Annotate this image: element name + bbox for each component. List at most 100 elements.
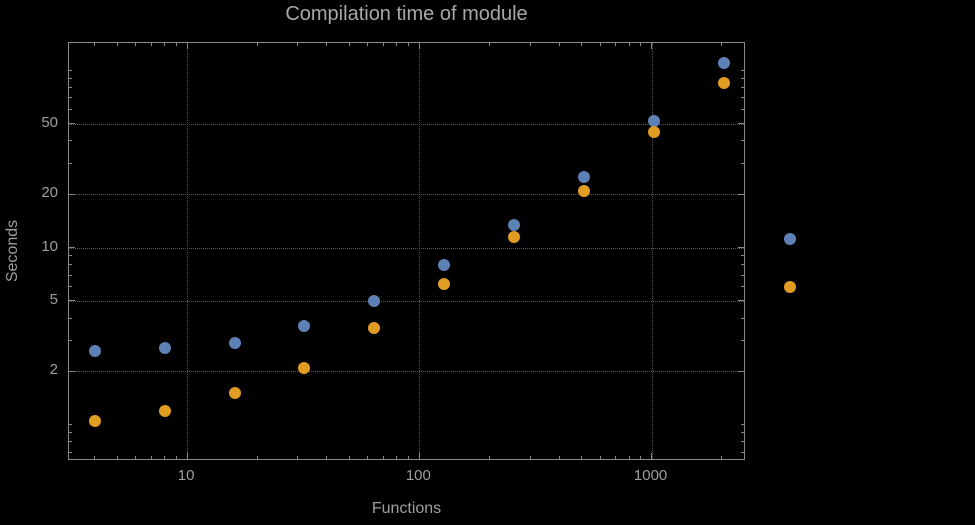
x-tick-mark	[175, 43, 177, 46]
y-gridline	[69, 247, 744, 249]
y-tick-label: 10	[41, 237, 58, 255]
x-tick-mark	[367, 43, 369, 46]
y-tick-mark	[738, 123, 744, 125]
y-tick-mark	[738, 370, 744, 372]
x-tick-mark	[382, 456, 384, 459]
y-tick-mark	[69, 78, 72, 80]
y-tick-mark	[741, 97, 744, 99]
x-tick-mark	[581, 456, 583, 459]
y-tick-label: 2	[49, 361, 58, 379]
x-tick-mark	[529, 456, 531, 459]
x-tick-mark	[164, 43, 166, 46]
y-tick-mark	[69, 432, 72, 434]
y-tick-mark	[741, 441, 744, 443]
y-tick-label: 5	[49, 290, 58, 308]
data-point-series-2	[158, 404, 171, 417]
x-tick-mark	[651, 453, 653, 459]
y-gridline	[69, 194, 744, 196]
x-tick-mark	[488, 456, 490, 459]
x-tick-mark	[640, 456, 642, 459]
x-tick-mark	[326, 456, 328, 459]
y-tick-mark	[69, 339, 72, 341]
y-tick-mark	[69, 264, 72, 266]
x-tick-mark	[558, 43, 560, 46]
y-tick-mark	[69, 370, 75, 372]
x-tick-mark	[615, 456, 617, 459]
x-tick-mark	[558, 456, 560, 459]
x-tick-mark	[297, 456, 299, 459]
x-tick-mark	[150, 43, 152, 46]
x-tick-mark	[186, 43, 188, 49]
x-tick-mark	[615, 43, 617, 46]
data-point-series-1	[368, 294, 381, 307]
y-tick-mark	[741, 264, 744, 266]
data-point-series-1	[717, 57, 730, 70]
y-tick-mark	[741, 70, 744, 71]
x-tick-mark	[651, 43, 653, 49]
x-tick-mark	[256, 43, 258, 46]
y-tick-mark	[741, 78, 744, 80]
y-tick-mark	[69, 255, 72, 257]
data-point-series-2	[368, 322, 381, 335]
x-tick-mark	[348, 43, 350, 46]
data-point-series-1	[647, 114, 660, 127]
y-tick-mark	[741, 140, 744, 142]
x-tick-mark	[348, 456, 350, 459]
chart-title: Compilation time of module	[285, 3, 528, 25]
y-tick-mark	[741, 424, 744, 426]
legend-marker-series-1	[784, 233, 796, 245]
y-tick-label: 20	[41, 184, 58, 202]
x-tick-mark	[186, 453, 188, 459]
data-point-series-2	[438, 278, 451, 291]
x-tick-mark	[640, 43, 642, 46]
y-tick-mark	[738, 193, 744, 195]
y-tick-mark	[69, 247, 75, 249]
y-tick-mark	[69, 70, 72, 71]
data-point-series-1	[508, 218, 521, 231]
data-point-series-1	[228, 336, 241, 349]
x-gridline	[651, 43, 653, 459]
data-point-series-2	[647, 125, 660, 138]
x-tick-mark	[628, 456, 630, 459]
y-tick-mark	[741, 255, 744, 257]
data-point-series-2	[717, 77, 730, 89]
y-tick-mark	[69, 162, 72, 164]
y-tick-mark	[738, 300, 744, 302]
data-point-series-2	[578, 184, 591, 197]
y-tick-mark	[741, 162, 744, 164]
data-point-series-1	[88, 345, 101, 358]
y-tick-mark	[69, 300, 75, 302]
plot-area	[68, 42, 745, 460]
y-tick-mark	[69, 441, 72, 443]
data-point-series-1	[158, 342, 171, 355]
y-tick-mark	[741, 109, 744, 111]
x-tick-mark	[297, 43, 299, 46]
y-tick-label: 50	[41, 113, 58, 131]
y-tick-mark	[741, 286, 744, 288]
x-tick-mark	[628, 43, 630, 46]
x-tick-mark	[396, 43, 398, 46]
x-tick-mark	[599, 43, 601, 46]
y-gridline	[69, 300, 744, 302]
x-tick-mark	[116, 456, 118, 459]
x-tick-mark	[94, 43, 96, 46]
x-tick-mark	[418, 453, 420, 459]
y-tick-mark	[738, 247, 744, 249]
x-tick-mark	[135, 43, 137, 46]
data-point-series-1	[578, 171, 591, 184]
x-tick-label: 1000	[633, 467, 668, 484]
y-tick-mark	[69, 451, 72, 453]
x-tick-mark	[382, 43, 384, 46]
x-tick-mark	[408, 456, 410, 459]
x-tick-mark	[720, 43, 722, 46]
x-tick-mark	[164, 456, 166, 459]
x-tick-mark	[135, 456, 137, 459]
x-tick-mark	[599, 456, 601, 459]
y-tick-mark	[741, 87, 744, 89]
x-tick-mark	[326, 43, 328, 46]
y-tick-mark	[69, 140, 72, 142]
data-point-series-1	[298, 320, 311, 333]
data-point-series-2	[508, 230, 521, 243]
x-axis-label: Functions	[371, 500, 442, 517]
